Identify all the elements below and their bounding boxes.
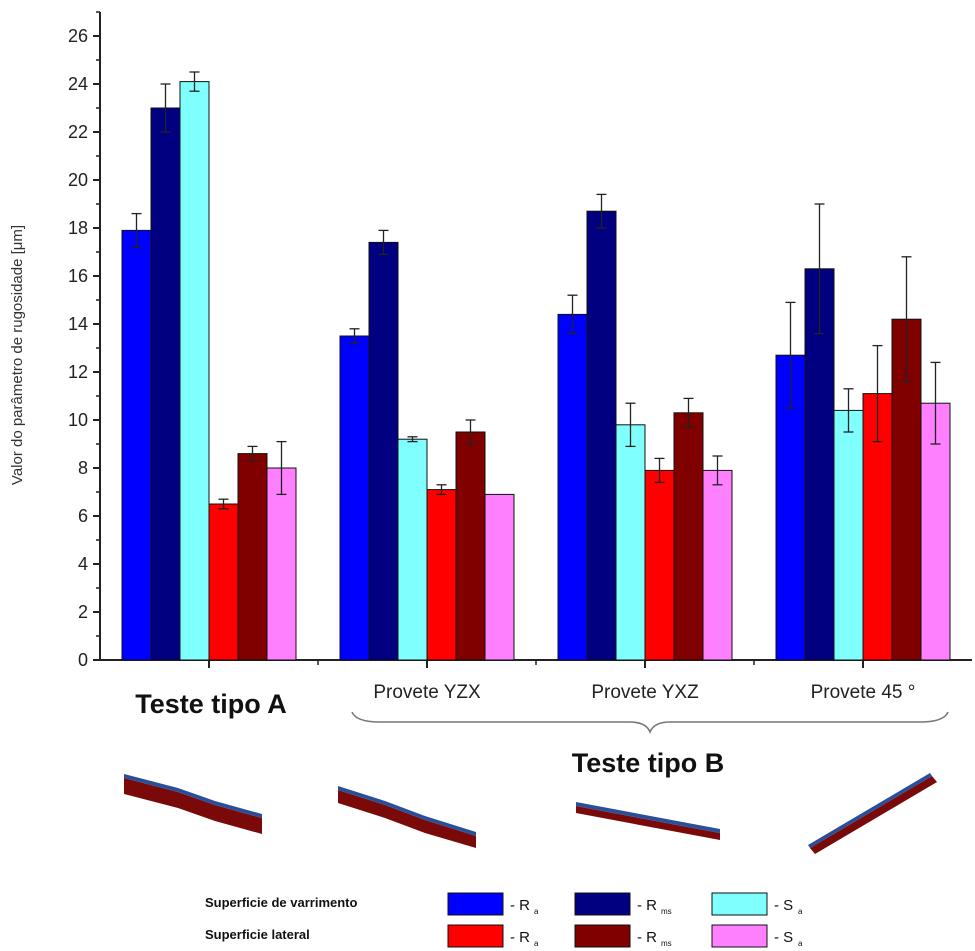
bar [208,503,239,661]
legend-subscript: a [798,939,803,948]
legend-symbol: - S [774,897,793,914]
y-tick-label: 16 [68,266,88,286]
bars-layer [121,81,951,661]
y-tick-label: 4 [78,554,88,574]
specimen-yxz-illustration [576,802,720,840]
y-tick-label: 12 [68,362,88,382]
error-bars-layer [131,71,941,510]
bar [920,402,951,661]
legend-swatch [711,924,768,948]
bar [121,229,152,661]
legend-subscript: a [534,907,539,916]
bar [673,412,704,661]
legend: Superficie de varrimento Superficie late… [205,892,803,948]
legend-subscript: ms [661,939,672,948]
legend-subscript: ms [661,907,672,916]
bar [833,409,864,661]
legend-swatch [574,924,631,948]
y-tick-label: 6 [78,506,88,526]
bar [368,241,399,661]
category-label: Provete YZX [373,682,481,703]
legend-symbol: - S [774,929,793,946]
legend-subscript: a [534,939,539,948]
specimen-yzx-illustration [338,786,476,848]
bar [557,313,588,661]
legend-row1-label: Superficie de varrimento [205,895,357,910]
bar [702,469,733,661]
bar [426,489,457,661]
category-label: Provete YXZ [591,682,699,703]
bar [237,453,268,661]
bar [266,467,297,661]
y-tick-label: 26 [68,26,88,46]
legend-swatch [574,892,631,916]
legend-swatch [711,892,768,916]
bar [397,438,428,661]
y-tick-label: 2 [78,602,88,622]
category-label: Provete 45 ° [811,682,916,703]
legend-symbol: - R [510,929,530,946]
y-tick-label: 10 [68,410,88,430]
y-axis-label: Valor do parâmetro de rugosidade [μm] [9,225,26,485]
bar [644,469,675,661]
y-tick-label: 22 [68,122,88,142]
y-tick-label: 20 [68,170,88,190]
legend-symbol: - R [637,929,657,946]
specimen-a-illustration [124,774,262,834]
y-tick-label: 0 [78,650,88,670]
group-brace [351,711,949,735]
legend-symbol: - R [637,897,657,914]
specimen-45-illustration [808,773,937,854]
y-tick-label: 14 [68,314,88,334]
legend-swatch [447,924,504,948]
y-tick-label: 24 [68,74,88,94]
legend-row2-label: Superficie lateral [205,927,310,942]
y-tick-label: 8 [78,458,88,478]
bar [179,81,210,661]
legend-swatch [447,892,504,916]
category-label-test-a: Teste tipo A [135,689,287,719]
bar [455,431,486,661]
legend-subscript: a [798,907,803,916]
group-caption-b: Teste tipo B [572,748,725,778]
bar [615,424,646,661]
bar [484,493,515,661]
bar [586,210,617,661]
legend-symbol: - R [510,897,530,914]
bar [339,335,370,661]
category-labels: Teste tipo A Provete YZX Provete YXZ Provet… [135,682,915,719]
bar [150,107,181,661]
y-tick-label: 18 [68,218,88,238]
